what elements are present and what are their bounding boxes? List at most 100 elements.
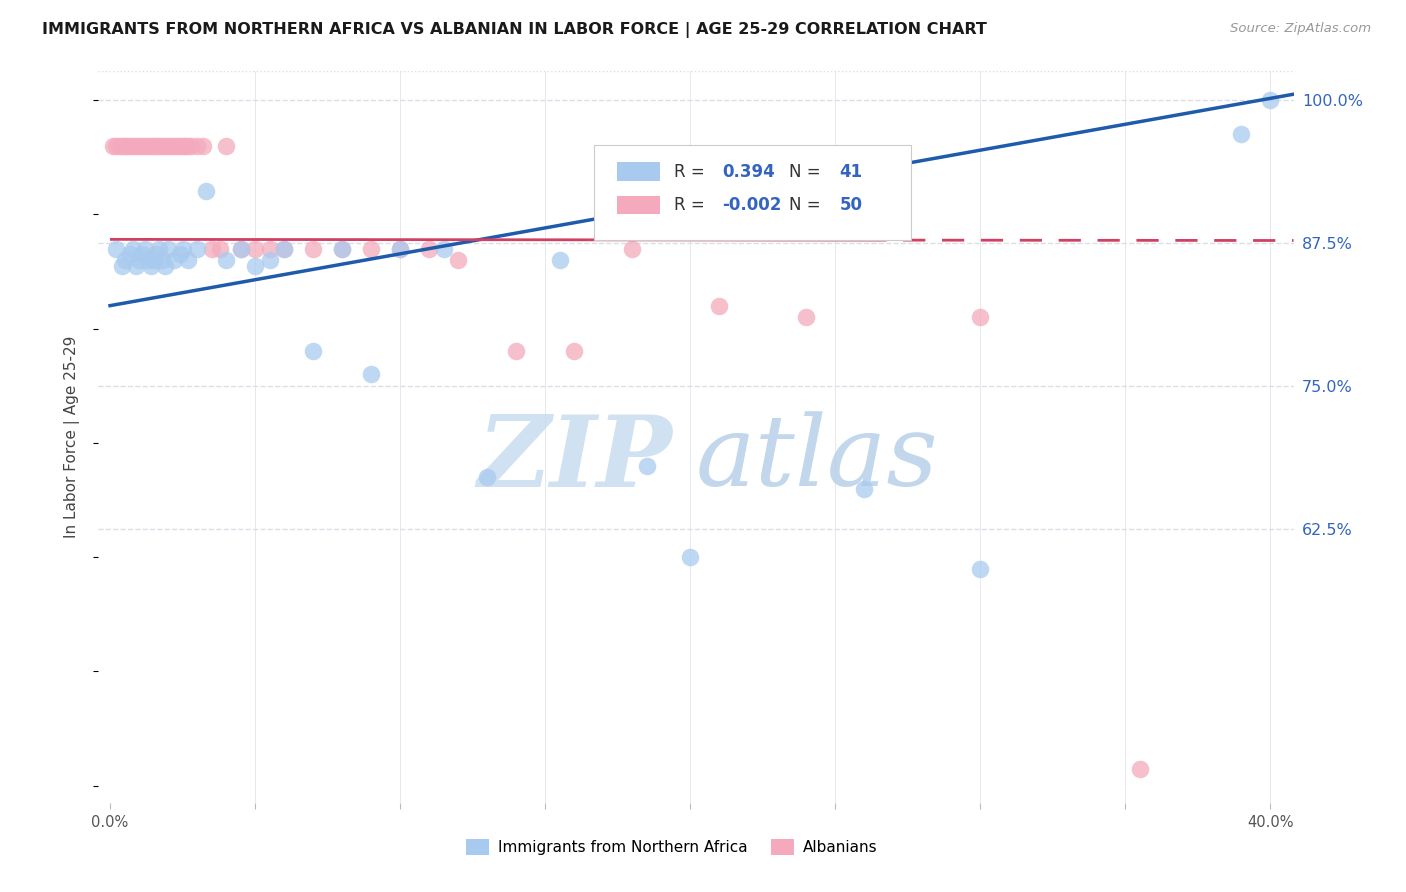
Point [709,299,731,313]
Text: 0.394: 0.394 [723,162,775,180]
Point [104,242,127,256]
Point [969,310,991,324]
Point [139,138,162,153]
Point [177,138,200,153]
Point [131,138,153,153]
Point [169,247,191,261]
Point [150,252,173,267]
Point [475,470,498,484]
Text: 41: 41 [839,162,862,180]
Point [360,368,382,382]
Point [273,242,295,256]
Point [433,242,456,256]
Point [186,138,208,153]
Point [1230,127,1253,141]
Point [172,138,194,153]
Point [636,458,658,473]
Point [160,138,183,153]
FancyBboxPatch shape [617,162,661,181]
Point [447,252,470,267]
Point [1258,93,1281,107]
Point [107,138,129,153]
Point [302,242,325,256]
Point [104,138,127,153]
Point [330,242,353,256]
Point [191,138,214,153]
Point [194,185,217,199]
Point [259,242,281,256]
Point [139,259,162,273]
Point [302,344,325,359]
Point [243,242,266,256]
Text: ZIP: ZIP [477,411,672,508]
Text: -0.002: -0.002 [723,196,782,214]
Point [330,242,353,256]
Text: 50: 50 [839,196,862,214]
Text: R =: R = [675,196,710,214]
Point [794,310,817,324]
Text: N =: N = [789,196,827,214]
Point [172,242,194,256]
Text: Source: ZipAtlas.com: Source: ZipAtlas.com [1230,22,1371,36]
Point [142,252,165,267]
Point [163,252,186,267]
Point [505,344,527,359]
Point [122,242,145,256]
Point [148,138,170,153]
Point [145,247,167,261]
Point [122,138,145,153]
Point [150,138,173,153]
Point [229,242,252,256]
Point [243,259,266,273]
Point [360,242,382,256]
Point [969,561,991,575]
Point [111,138,134,153]
Point [134,242,156,256]
Text: N =: N = [789,162,827,180]
Point [418,242,440,256]
Text: IMMIGRANTS FROM NORTHERN AFRICA VS ALBANIAN IN LABOR FORCE | AGE 25-29 CORRELATI: IMMIGRANTS FROM NORTHERN AFRICA VS ALBAN… [42,22,987,38]
Point [163,138,186,153]
Point [679,550,702,565]
Point [169,138,191,153]
Point [125,138,148,153]
Point [145,138,167,153]
Point [128,252,150,267]
Point [389,242,412,256]
Point [177,252,200,267]
Point [215,252,238,267]
Point [136,252,159,267]
Point [389,242,412,256]
Point [114,252,136,267]
Point [142,138,165,153]
Point [114,138,136,153]
Text: atlas: atlas [696,411,939,507]
Point [200,242,222,256]
Point [548,252,571,267]
Point [153,259,176,273]
Text: R =: R = [675,162,710,180]
Point [186,242,208,256]
Point [134,138,156,153]
FancyBboxPatch shape [617,196,661,214]
Point [215,138,238,153]
Point [120,247,142,261]
Point [562,344,585,359]
Point [148,242,170,256]
Point [229,242,252,256]
Point [157,242,180,256]
Point [101,138,124,153]
Point [153,138,176,153]
Point [111,259,134,273]
FancyBboxPatch shape [595,145,911,240]
Point [180,138,202,153]
Point [136,138,159,153]
Legend: Immigrants from Northern Africa, Albanians: Immigrants from Northern Africa, Albania… [460,833,884,861]
Point [117,138,139,153]
Point [259,252,281,267]
Point [125,259,148,273]
Point [166,138,188,153]
Point [1129,762,1152,776]
Point [157,138,180,153]
Point [209,242,232,256]
